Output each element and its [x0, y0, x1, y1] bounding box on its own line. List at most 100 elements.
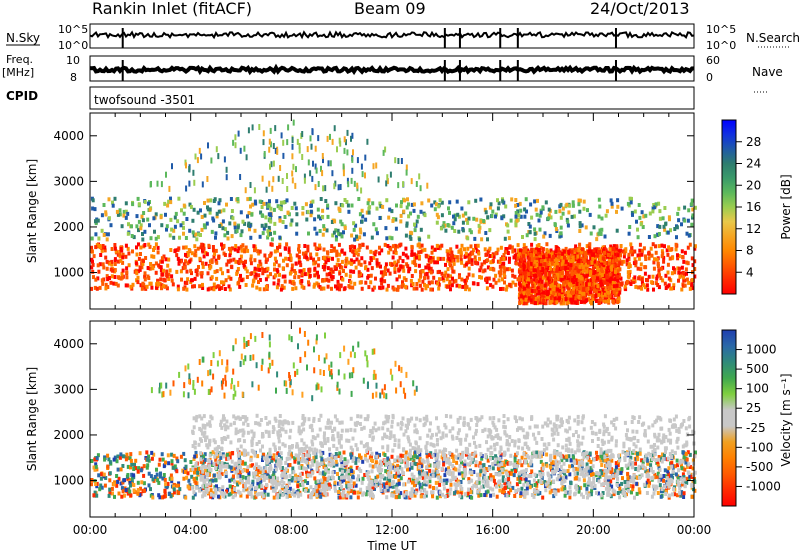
echo-cell	[597, 231, 601, 236]
echo-cell	[117, 275, 121, 280]
echo-cell	[442, 221, 446, 226]
echo-cell	[453, 229, 457, 233]
echo-cell	[629, 249, 633, 254]
echo-cell	[249, 261, 253, 266]
echo-cell	[540, 291, 544, 296]
echo-cell	[567, 286, 571, 291]
echo-cell	[549, 248, 553, 253]
echo-cell	[677, 206, 681, 211]
echo-cell	[534, 249, 537, 254]
echo-cell	[287, 479, 291, 483]
echo-cell	[143, 271, 147, 276]
echo-cell	[443, 273, 447, 278]
echo-cell	[276, 148, 279, 155]
echo-cell	[235, 271, 239, 276]
echo-cell	[507, 236, 511, 241]
echo-cell	[599, 271, 603, 276]
echo-cell	[108, 276, 111, 280]
echo-cell	[494, 214, 497, 219]
echo-cell	[556, 262, 560, 267]
echo-cell	[580, 262, 584, 267]
echo-cell	[507, 490, 511, 495]
echo-cell	[560, 271, 564, 276]
echo-cell	[341, 203, 345, 208]
echo-cell	[520, 455, 524, 460]
echo-cell	[600, 273, 604, 277]
echo-cell	[215, 211, 219, 216]
echo-cell	[156, 245, 160, 250]
echo-cell	[530, 215, 534, 220]
echo-cell	[591, 256, 595, 261]
echo-cell	[570, 214, 574, 219]
echo-cell	[248, 196, 252, 201]
echo-cell	[352, 149, 354, 156]
echo-cell	[90, 236, 94, 241]
echo-cell	[267, 233, 271, 237]
echo-cell	[489, 266, 493, 271]
echo-cell	[549, 290, 553, 295]
echo-cell	[441, 276, 445, 280]
echo-cell	[302, 268, 306, 272]
echo-cell	[258, 278, 262, 282]
echo-cell	[385, 287, 389, 292]
echo-cell	[104, 210, 108, 215]
echo-cell	[464, 287, 468, 292]
echo-cell	[359, 262, 363, 267]
echo-cell	[448, 261, 452, 266]
echo-cell	[360, 208, 364, 213]
echo-cell	[467, 216, 471, 221]
echo-cell	[613, 277, 617, 282]
echo-cell	[559, 233, 563, 238]
echo-cell	[137, 202, 141, 207]
echo-cell	[579, 276, 583, 281]
echo-cell	[214, 258, 218, 263]
echo-cell	[399, 204, 403, 209]
echo-cell	[590, 301, 593, 306]
echo-cell	[134, 466, 137, 471]
echo-cell	[212, 282, 216, 287]
echo-cell	[534, 297, 538, 301]
echo-cell	[429, 255, 433, 260]
echo-cell	[223, 253, 227, 257]
echo-cell	[512, 255, 516, 260]
echo-cell	[396, 285, 400, 290]
echo-cell	[165, 485, 169, 490]
echo-cell	[514, 198, 518, 202]
echo-cell	[552, 254, 556, 259]
echo-cell	[147, 201, 150, 206]
echo-cell	[557, 248, 561, 252]
echo-cell	[482, 484, 485, 489]
echo-cell	[119, 258, 123, 263]
echo-cell	[429, 473, 433, 478]
echo-cell	[414, 263, 418, 268]
echo-cell	[399, 264, 403, 269]
echo-cell	[158, 282, 162, 286]
echo-cell	[685, 231, 689, 236]
echo-cell	[435, 202, 438, 207]
echo-cell	[609, 244, 613, 249]
echo-cell	[335, 262, 339, 267]
echo-cell	[581, 296, 585, 301]
echo-cell	[315, 281, 319, 286]
echo-cell	[674, 242, 678, 247]
echo-cell	[567, 454, 571, 459]
echo-cell	[95, 467, 99, 472]
echo-cell	[110, 259, 114, 264]
echo-cell	[210, 258, 214, 263]
echo-cell	[630, 252, 634, 257]
echo-cell	[484, 467, 488, 471]
echo-cell	[663, 281, 667, 286]
echo-cell	[634, 260, 638, 265]
echo-cell	[220, 280, 223, 285]
echo-cell	[239, 273, 242, 278]
echo-cell	[537, 295, 541, 300]
echo-cell	[664, 286, 668, 290]
echo-cell	[608, 278, 612, 283]
echo-cell	[313, 217, 317, 222]
echo-cell	[448, 250, 452, 254]
echo-cell	[690, 202, 694, 207]
echo-cell	[596, 276, 599, 281]
echo-cell	[467, 253, 471, 258]
echo-cell	[633, 209, 637, 214]
echo-cell	[519, 273, 522, 278]
